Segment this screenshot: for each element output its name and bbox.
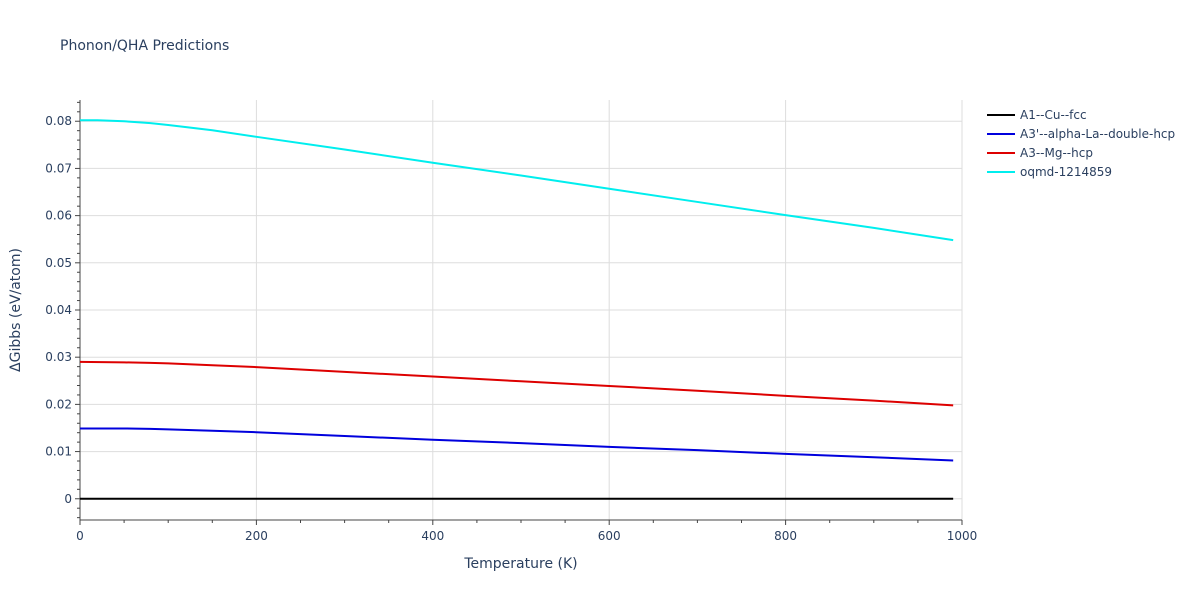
y-tick-label: 0.08 xyxy=(45,114,72,128)
chart-title: Phonon/QHA Predictions xyxy=(60,38,229,54)
grid xyxy=(80,100,963,520)
legend-label-2: A3'--alpha-La--double-hcp xyxy=(1020,127,1175,141)
legend-label-4: oqmd-1214859 xyxy=(1020,165,1112,179)
y-tick-label: 0.03 xyxy=(45,350,72,364)
plot-series xyxy=(79,119,954,500)
y-tick-label: 0.02 xyxy=(45,397,72,411)
y-tick-label: 0 xyxy=(64,492,72,506)
series-line-4 xyxy=(80,119,954,242)
x-tick-label: 1000 xyxy=(947,529,978,543)
legend-label-1: A1--Cu--fcc xyxy=(1020,108,1087,122)
legend: A1--Cu--fcc A3'--alpha-La--double-hcp A3--… xyxy=(987,108,1175,179)
x-tick-label: 200 xyxy=(245,529,268,543)
y-tick-label: 0.06 xyxy=(45,209,72,223)
y-tick-label: 0.04 xyxy=(45,303,72,317)
x-tick-label: 800 xyxy=(774,529,797,543)
x-tick-label: 600 xyxy=(598,529,621,543)
y-tick-label: 0.05 xyxy=(45,256,72,270)
series-line-3 xyxy=(79,360,954,407)
y-axis-title: ΔGibbs (eV/atom) xyxy=(8,248,24,372)
legend-label-3: A3--Mg--hcp xyxy=(1020,146,1093,160)
x-tick-label: 400 xyxy=(421,529,444,543)
x-tick-label: 0 xyxy=(76,529,84,543)
y-tick-label: 0.07 xyxy=(45,161,72,175)
y-tick-label: 0.01 xyxy=(45,445,72,459)
axes: 0 200 400 600 800 1000 0 0.01 0.02 0.03 0.04 0.05 0.… xyxy=(45,100,977,543)
x-axis-title: Temperature (K) xyxy=(463,556,577,572)
series-line-2 xyxy=(80,427,954,462)
